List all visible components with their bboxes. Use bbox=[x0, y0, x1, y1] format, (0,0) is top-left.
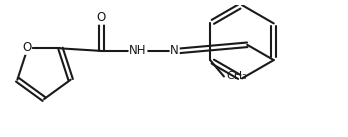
Text: O: O bbox=[97, 11, 106, 24]
Text: O: O bbox=[22, 41, 31, 54]
Text: N: N bbox=[170, 44, 179, 57]
Text: NH: NH bbox=[129, 44, 147, 57]
Text: CH₃: CH₃ bbox=[226, 72, 247, 82]
